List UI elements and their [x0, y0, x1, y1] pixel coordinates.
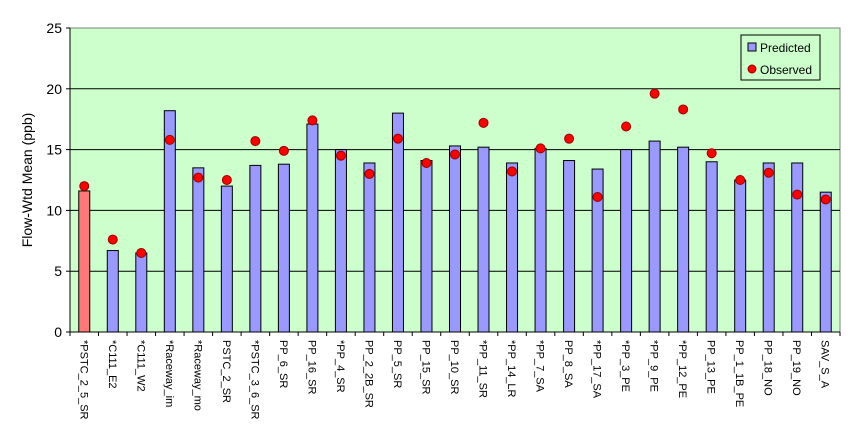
bar-predicted	[78, 190, 91, 333]
marker-observed	[164, 134, 175, 145]
bar-predicted	[477, 146, 490, 333]
marker-observed	[564, 133, 575, 144]
bar-predicted	[277, 163, 290, 333]
x-tick-label: *PP_11_SR	[477, 340, 489, 398]
y-tick-label: 5	[54, 263, 62, 279]
x-tick-label: *PSTC_2_5_SR	[77, 340, 89, 420]
legend-swatch-predicted	[747, 42, 757, 52]
x-tick-label: *PSTC_3_6_SR	[248, 340, 260, 420]
bar-predicted	[220, 185, 233, 333]
x-tick-label: SAV_S_A	[819, 340, 831, 389]
y-tick-label: 20	[46, 81, 62, 97]
marker-observed	[364, 168, 375, 179]
marker-observed	[392, 133, 403, 144]
bar-predicted	[334, 149, 347, 333]
marker-observed	[307, 115, 318, 126]
x-tick-label: *PP_17_SA	[591, 340, 603, 399]
bar-predicted	[391, 112, 404, 333]
bar-predicted	[648, 140, 661, 333]
marker-observed	[478, 117, 489, 128]
legend-label-predicted: Predicted	[760, 41, 811, 55]
x-tick-label: *PP_12_PE	[676, 340, 688, 398]
x-tick-label: PP_6_SR	[277, 340, 289, 388]
bar-predicted	[192, 167, 205, 333]
marker-observed	[535, 143, 546, 154]
x-tick-label: *PP_3_PE	[619, 340, 631, 392]
marker-observed	[136, 247, 147, 258]
x-tick-label: PP_5_SR	[391, 340, 403, 388]
x-tick-label: *PP_7_SA	[534, 340, 546, 393]
bar-predicted	[106, 250, 119, 333]
x-tick-label: PP_19_NO	[790, 340, 802, 396]
y-tick-label: 15	[46, 142, 62, 158]
x-tick-label: PP_2_2B_SR	[362, 340, 374, 408]
x-tick-label: *C111_E2	[106, 340, 118, 389]
x-tick-label: PP_16_SR	[305, 340, 317, 394]
x-tick-label: PP_8_SA	[562, 340, 574, 388]
bar-predicted	[819, 191, 832, 333]
bar-predicted	[620, 149, 633, 333]
x-tick-label: *C111_W2	[134, 340, 146, 392]
marker-observed	[450, 149, 460, 160]
bar-predicted	[306, 123, 319, 333]
x-tick-label: *Raceway_im	[163, 340, 175, 407]
x-tick-label: *PP_9_PE	[648, 340, 660, 392]
marker-observed	[592, 192, 603, 203]
bar-predicted	[249, 164, 262, 333]
bars-group	[78, 110, 832, 333]
marker-observed	[735, 175, 746, 185]
marker-observed	[706, 148, 717, 159]
legend-marker-observed	[747, 64, 757, 74]
y-tick-label: 25	[46, 20, 62, 36]
bar-predicted	[791, 162, 804, 333]
bar-predicted	[449, 145, 461, 333]
y-tick-label: 10	[46, 202, 62, 218]
x-tick-label: PP_13_PE	[705, 340, 717, 394]
marker-observed	[507, 166, 518, 177]
marker-observed	[335, 150, 346, 161]
bar-predicted	[363, 162, 376, 333]
marker-observed	[792, 189, 803, 200]
markers-group	[79, 88, 831, 258]
marker-observed	[678, 104, 689, 115]
marker-observed	[278, 145, 289, 156]
marker-observed	[649, 88, 660, 99]
x-tick-label: *PP_14_LR	[505, 340, 517, 398]
x-tick-label: PP_18_NO	[762, 340, 774, 396]
x-tick-label: *Raceway_mo	[191, 340, 203, 411]
bar-predicted	[705, 161, 718, 333]
marker-observed	[107, 234, 118, 245]
marker-observed	[250, 136, 261, 147]
marker-observed	[79, 181, 90, 192]
bar-predicted	[506, 162, 519, 333]
marker-observed	[221, 175, 232, 185]
bar-predicted	[734, 179, 747, 333]
legend-label-observed: Observed	[760, 63, 812, 77]
bar-predicted	[420, 160, 433, 333]
bar-predicted	[677, 146, 690, 333]
x-tick-label: PSTC_2_SR	[220, 340, 232, 403]
marker-observed	[621, 121, 632, 132]
marker-observed	[421, 157, 432, 168]
bar-predicted	[534, 147, 547, 333]
y-axis-label: Flow-Wtd Mean (ppb)	[19, 113, 35, 248]
bar-predicted	[135, 252, 148, 333]
legend: Predicted Observed	[740, 34, 821, 81]
x-tick-label: PP_1_1B_PE	[733, 340, 745, 407]
y-axis-ticks: 0 5 10 15 20 25	[46, 20, 70, 340]
y-tick-label: 0	[54, 324, 62, 340]
bar-predicted	[563, 160, 576, 333]
marker-observed	[763, 167, 774, 178]
x-axis-ticks: *PSTC_2_5_SR *C111_E2 *C111_W2 *Raceway_im *…	[69, 332, 841, 420]
bar-predicted	[762, 162, 775, 333]
x-tick-label: PP_10_SR	[448, 340, 460, 394]
x-tick-label: *PP_4_SR	[334, 340, 346, 393]
x-tick-label: PP_15_SR	[419, 340, 431, 394]
marker-observed	[820, 194, 831, 205]
marker-observed	[193, 172, 204, 183]
